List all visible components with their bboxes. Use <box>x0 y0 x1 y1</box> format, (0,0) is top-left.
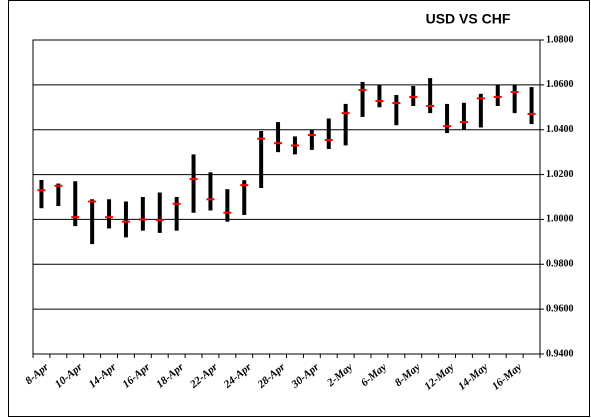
y-tick-label: 1.0600 <box>546 79 574 90</box>
y-tick-label: 1.0800 <box>546 34 574 45</box>
chart-title: USD VS CHF <box>426 11 511 27</box>
y-tick-label: 1.0200 <box>546 169 574 180</box>
y-tick-label: 0.9400 <box>546 348 574 359</box>
chart-frame <box>8 0 590 417</box>
y-tick-label: 0.9800 <box>546 259 574 270</box>
y-tick-label: 1.0000 <box>546 214 574 225</box>
y-tick-label: 1.0400 <box>546 124 574 135</box>
y-tick-label: 0.9600 <box>546 303 574 314</box>
